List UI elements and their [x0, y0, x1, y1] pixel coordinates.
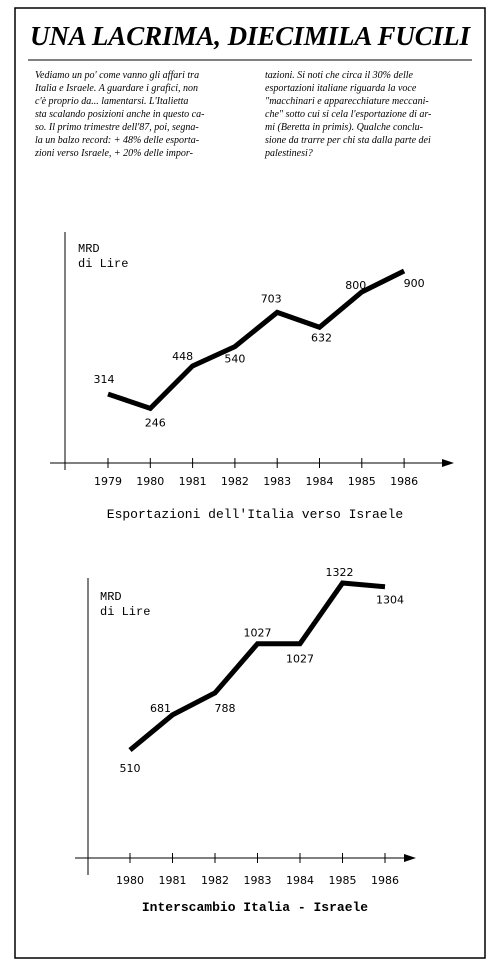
article-line: c'è proprio da... lamentarsi. L'Italiett… [35, 96, 188, 107]
y-axis-label: MRD [100, 590, 122, 604]
x-tick-label: 1986 [390, 475, 418, 488]
x-tick-label: 1985 [329, 874, 357, 887]
article-line: esportazioni italiane riguarda la voce [265, 83, 417, 94]
article-line: palestinesi? [264, 148, 313, 159]
x-tick-label: 1984 [306, 475, 334, 488]
data-label: 540 [224, 353, 245, 366]
data-label: 800 [345, 279, 366, 292]
x-tick-label: 1981 [159, 874, 187, 887]
article-line: Vediamo un po' come vanno gli affari tra [35, 70, 199, 81]
line [107, 268, 406, 412]
border [14, 7, 486, 959]
data-label: 314 [94, 373, 115, 386]
x-tick-label: 1985 [348, 475, 376, 488]
x-tick-label: 1979 [94, 475, 122, 488]
arrow [404, 854, 416, 862]
headline: UNA LACRIMA, DIECIMILA FUCILI [30, 21, 471, 51]
data-label: 1027 [244, 627, 272, 640]
y-axis-label: MRD [78, 242, 100, 256]
article-line: zioni verso Israele, + 20% delle impor- [34, 148, 193, 159]
x-tick-label: 1980 [116, 874, 144, 887]
data-label: 900 [404, 277, 425, 290]
article-line: che" sotto cui si cela l'esportazione di… [265, 109, 431, 120]
x-tick-label: 1982 [221, 475, 249, 488]
article-line: mi (Beretta in primis). Qualche conclu- [265, 122, 423, 133]
article-line: so. Il primo trimestre dell'87, poi, seg… [35, 122, 199, 133]
y-axis-label: di Lire [100, 605, 150, 619]
data-label: 681 [150, 702, 171, 715]
data-label: 246 [145, 416, 166, 429]
article-line: Italia e Israele. A guardare i grafici, … [34, 83, 198, 94]
line [128, 580, 386, 753]
data-label: 448 [172, 350, 193, 363]
x-tick-label: 1981 [179, 475, 207, 488]
data-label: 1027 [286, 653, 314, 666]
article-line: tazioni. Si noti che circa il 30% delle [265, 70, 413, 81]
data-label: 1322 [326, 566, 354, 579]
data-label: 703 [261, 292, 282, 305]
article-line: sta scalando posizioni anche in questo c… [35, 109, 204, 120]
article-line: sione da trarre per chi sta dalla parte … [265, 135, 431, 146]
y-axis-label: di Lire [78, 257, 128, 271]
x-tick-label: 1986 [371, 874, 399, 887]
data-label: 632 [311, 331, 332, 344]
x-tick-label: 1982 [201, 874, 229, 887]
data-label: 788 [215, 702, 236, 715]
x-tick-label: 1983 [263, 475, 291, 488]
chart-title: Interscambio Italia - Israele [142, 900, 368, 915]
data-label: 1304 [376, 594, 404, 607]
x-tick-label: 1984 [286, 874, 314, 887]
x-tick-label: 1980 [136, 475, 164, 488]
arrow [442, 459, 454, 467]
data-label: 510 [120, 762, 141, 775]
chart-title: Esportazioni dell'Italia verso Israele [107, 507, 403, 522]
x-tick-label: 1983 [244, 874, 272, 887]
article-line: la un balzo record: + 48% delle esporta- [35, 135, 199, 146]
article-line: "macchinari e apparecchiature meccani- [265, 96, 429, 107]
